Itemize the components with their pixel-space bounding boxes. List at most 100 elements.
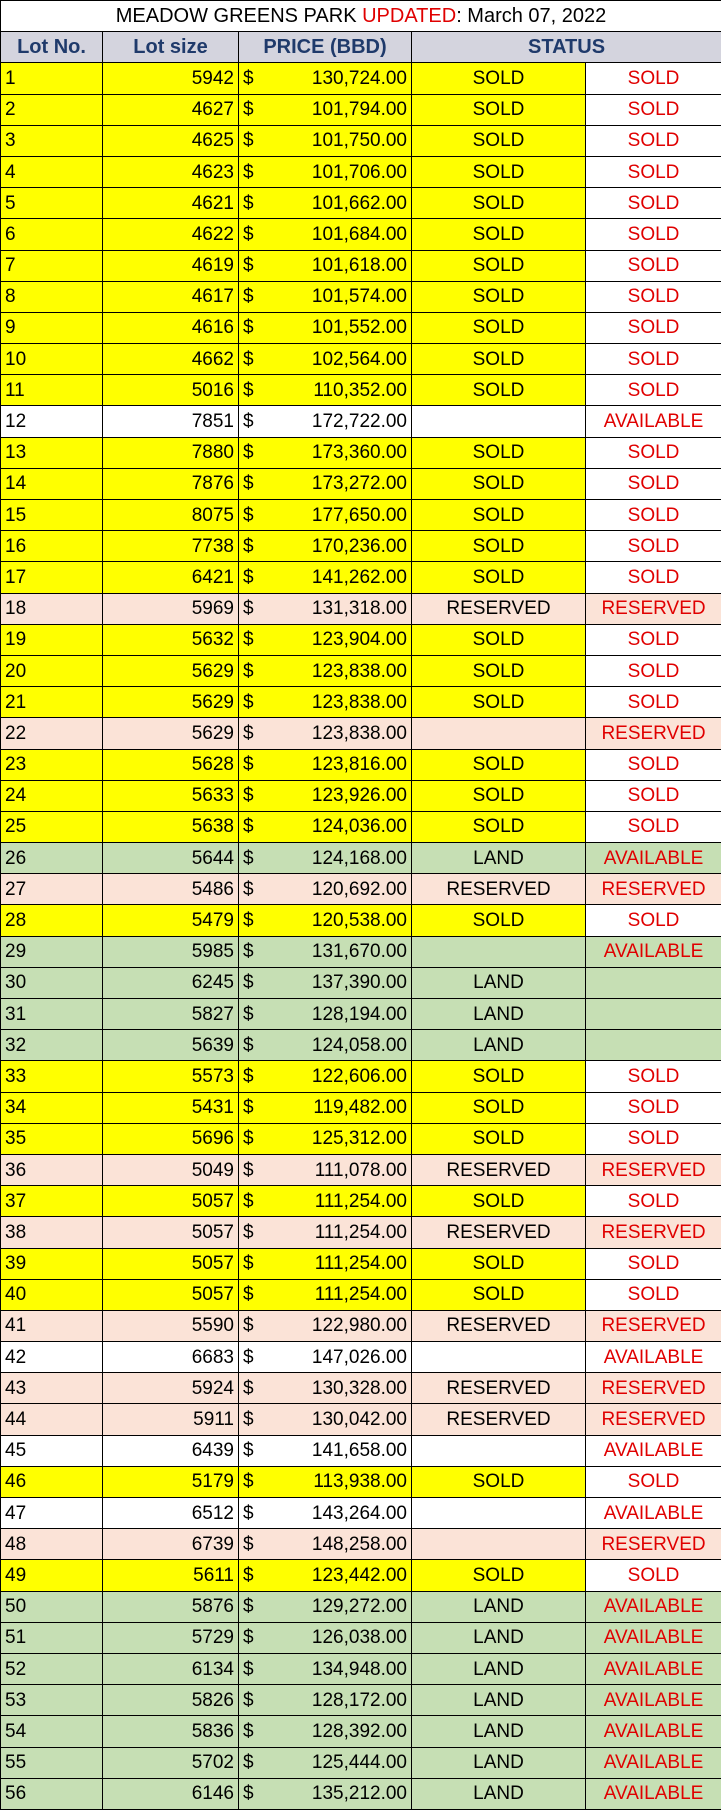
title-row: MEADOW GREENS PARK UPDATED: March 07, 20…	[0, 0, 721, 33]
lot-size-cell: 5629	[102, 686, 239, 719]
status-cell: SOLD	[411, 374, 586, 407]
price-value: $123,838.00	[243, 662, 407, 681]
lot-number-cell: 28	[0, 904, 103, 937]
status-label-cell: SOLD	[584, 1465, 721, 1499]
price-cell: $134,948.00	[238, 1652, 412, 1686]
currency-symbol: $	[243, 816, 254, 838]
lot-size-cell: 6439	[102, 1434, 239, 1467]
price-value: $101,552.00	[243, 318, 407, 337]
status-label-cell: SOLD	[584, 1559, 721, 1592]
table-row: 31 5827 $128,194.00 LAND	[0, 997, 721, 1031]
price-value: $123,816.00	[243, 755, 407, 774]
price-amount: 123,926.00	[311, 785, 407, 807]
price-cell: $123,816.00	[238, 748, 412, 781]
price-amount: 101,684.00	[311, 223, 407, 245]
currency-symbol: $	[243, 1564, 254, 1586]
price-cell: $101,794.00	[238, 93, 412, 126]
table-row: 50 5876 $129,272.00 LAND AVAILABLE	[0, 1590, 721, 1623]
lot-number-cell: 51	[0, 1621, 103, 1654]
status-cell: LAND	[411, 1029, 586, 1062]
lot-size-cell: 6421	[102, 561, 239, 594]
status-label-cell: SOLD	[584, 436, 721, 469]
status-label-cell: SOLD	[584, 311, 721, 345]
lot-number-cell: 54	[0, 1715, 103, 1748]
currency-symbol: $	[243, 629, 254, 651]
lot-size-cell: 4627	[102, 93, 239, 126]
currency-symbol: $	[243, 442, 254, 464]
status-cell: SOLD	[411, 62, 586, 95]
lot-number-cell: 53	[0, 1684, 103, 1717]
price-value: $124,058.00	[243, 1036, 407, 1055]
status-label-cell: AVAILABLE	[584, 1621, 721, 1654]
status-label-cell: SOLD	[584, 498, 721, 532]
status-label-cell: SOLD	[584, 218, 721, 251]
price-cell: $135,212.00	[238, 1777, 412, 1810]
currency-symbol: $	[243, 1720, 254, 1742]
status-label-cell	[584, 997, 721, 1031]
lot-number-cell: 18	[0, 592, 103, 625]
status-label-cell: RESERVED	[584, 1216, 721, 1249]
status-cell: RESERVED	[411, 592, 586, 625]
lot-number-cell: 56	[0, 1777, 103, 1810]
table-row: 26 5644 $124,168.00 LAND AVAILABLE	[0, 842, 721, 875]
price-cell: $123,838.00	[238, 686, 412, 719]
lot-size-cell: 5633	[102, 779, 239, 812]
status-cell: SOLD	[411, 467, 586, 501]
price-amount: 123,838.00	[311, 722, 407, 744]
status-cell: SOLD	[411, 93, 586, 126]
price-value: $130,042.00	[243, 1410, 407, 1429]
price-cell: $125,444.00	[238, 1746, 412, 1779]
currency-symbol: $	[243, 1783, 254, 1805]
lot-size-cell: 6683	[102, 1341, 239, 1374]
status-label-cell	[584, 966, 721, 1000]
price-value: $111,254.00	[243, 1285, 407, 1304]
price-amount: 124,058.00	[311, 1034, 407, 1056]
lot-size-cell: 5057	[102, 1278, 239, 1311]
table-row: 43 5924 $130,328.00 RESERVED RESERVED	[0, 1372, 721, 1405]
price-amount: 130,328.00	[311, 1377, 407, 1399]
status-cell: SOLD	[411, 1122, 586, 1155]
lot-number-cell: 24	[0, 779, 103, 812]
price-value: $172,722.00	[243, 412, 407, 431]
table-row: 1 5942 $130,724.00 SOLD SOLD	[0, 62, 721, 95]
lot-size-cell: 5628	[102, 748, 239, 781]
price-amount: 120,538.00	[311, 910, 407, 932]
currency-symbol: $	[243, 67, 254, 89]
price-amount: 135,212.00	[311, 1783, 407, 1805]
price-amount: 141,658.00	[311, 1440, 407, 1462]
status-label-cell: AVAILABLE	[584, 935, 721, 968]
status-label-cell: AVAILABLE	[584, 1590, 721, 1623]
lot-size-cell: 5826	[102, 1684, 239, 1717]
price-amount: 113,938.00	[313, 1471, 407, 1493]
lot-size-cell: 6134	[102, 1652, 239, 1686]
lot-size-cell: 5479	[102, 904, 239, 937]
lot-number-cell: 43	[0, 1372, 103, 1405]
price-amount: 173,360.00	[311, 442, 407, 464]
lot-number-cell: 6	[0, 218, 103, 251]
price-value: $122,980.00	[243, 1316, 407, 1335]
currency-symbol: $	[243, 1065, 254, 1087]
currency-symbol: $	[243, 1190, 254, 1212]
price-value: $130,724.00	[243, 69, 407, 88]
status-label-cell: SOLD	[584, 530, 721, 563]
currency-symbol: $	[243, 348, 254, 370]
price-amount: 122,606.00	[311, 1065, 407, 1087]
status-cell: LAND	[411, 997, 586, 1031]
status-label-cell: RESERVED	[584, 592, 721, 625]
table-row: 41 5590 $122,980.00 RESERVED RESERVED	[0, 1309, 721, 1343]
price-cell: $173,360.00	[238, 436, 412, 469]
lot-size-cell: 4623	[102, 155, 239, 189]
price-value: $111,254.00	[243, 1254, 407, 1273]
price-cell: $137,390.00	[238, 966, 412, 1000]
currency-symbol: $	[243, 1377, 254, 1399]
price-amount: 173,272.00	[311, 473, 407, 495]
price-value: $123,904.00	[243, 630, 407, 649]
title-prefix: MEADOW GREENS PARK	[115, 5, 363, 28]
table-row: 25 5638 $124,036.00 SOLD SOLD	[0, 810, 721, 844]
table-row: 14 7876 $173,272.00 SOLD SOLD	[0, 467, 721, 501]
table-row: 11 5016 $110,352.00 SOLD SOLD	[0, 374, 721, 407]
currency-symbol: $	[243, 504, 254, 526]
status-label-cell: AVAILABLE	[584, 405, 721, 438]
price-value: $128,194.00	[243, 1005, 407, 1024]
price-cell: $113,938.00	[238, 1465, 412, 1499]
